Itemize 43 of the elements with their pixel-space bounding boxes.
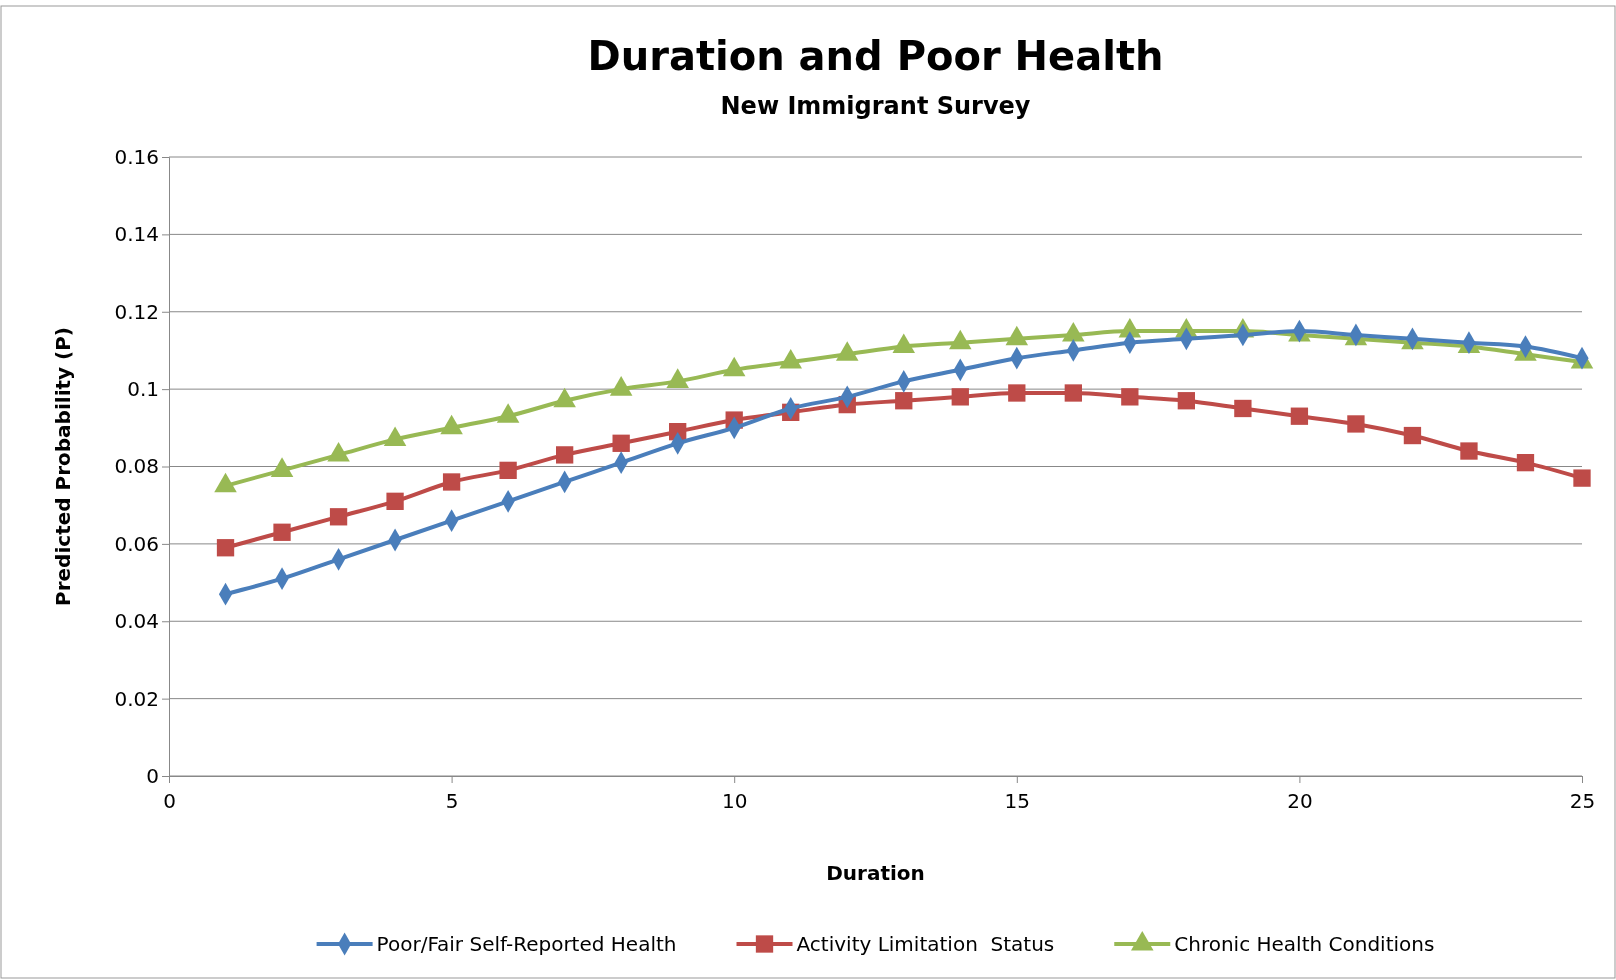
y-tick-label: 0.08 (114, 454, 159, 479)
x-tick-label: 5 (445, 789, 459, 813)
legend-label: Chronic Health Conditions (1174, 932, 1435, 956)
y-tick-label: 0.14 (114, 222, 159, 247)
point (329, 508, 348, 526)
point (1121, 388, 1139, 406)
point (273, 523, 291, 541)
point (895, 392, 913, 410)
legend-label: Poor/Fair Self-Reported Health (376, 932, 677, 956)
x-axis-title: Duration (826, 861, 925, 885)
point (1516, 453, 1535, 472)
point (1064, 384, 1082, 402)
x-tick-label: 25 (1569, 789, 1596, 813)
point (1403, 426, 1422, 445)
y-tick-label: 0.1 (127, 377, 159, 402)
point (1573, 469, 1591, 487)
y-tick-label: 0.06 (114, 531, 159, 556)
y-tick-label: 0.12 (114, 299, 159, 324)
point (1234, 399, 1252, 418)
point (499, 461, 517, 480)
y-tick-label: 0.02 (114, 686, 159, 711)
y-tick-label: 0.04 (114, 609, 159, 634)
chart-title: Duration and Poor Health (587, 33, 1164, 79)
point (1347, 415, 1365, 433)
y-tick-label: 0.16 (114, 144, 159, 169)
point (1177, 392, 1196, 410)
point (555, 446, 574, 464)
y-tick-label: 0 (146, 763, 159, 788)
chart-subtitle: New Immigrant Survey (720, 92, 1031, 120)
point (1290, 407, 1309, 425)
x-tick-label: 10 (721, 789, 748, 813)
point (1460, 442, 1478, 460)
point (216, 539, 235, 557)
point (442, 473, 461, 491)
legend-label: Activity Limitation Status (796, 932, 1055, 956)
point (386, 492, 404, 510)
point (612, 434, 630, 452)
x-tick-label: 20 (1287, 789, 1313, 813)
point (951, 388, 969, 406)
y-axis-title: Predicted Probability (P) (51, 327, 75, 606)
point (1008, 384, 1026, 402)
x-tick-label: 0 (163, 789, 176, 813)
x-tick-label: 15 (1004, 789, 1031, 813)
